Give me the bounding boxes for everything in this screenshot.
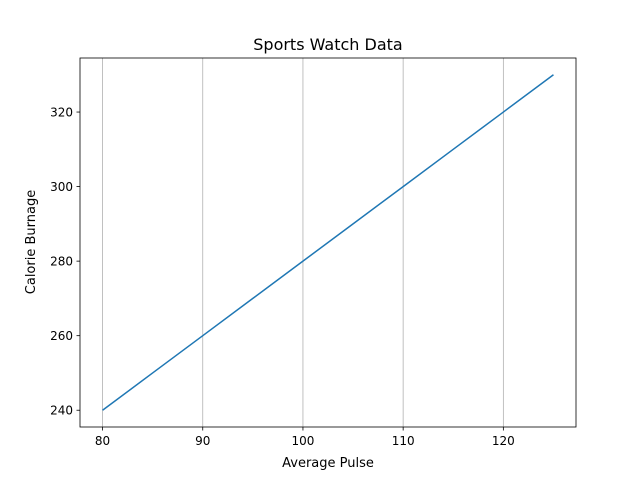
chart-title: Sports Watch Data	[253, 35, 402, 54]
grid-lines	[102, 58, 504, 427]
x-tick-label: 110	[392, 434, 415, 448]
x-tick-label: 100	[291, 434, 314, 448]
x-tick-label: 120	[492, 434, 515, 448]
x-axis-label: Average Pulse	[282, 456, 374, 471]
axes-frame	[79, 57, 577, 428]
y-tick-label: 260	[50, 329, 73, 343]
series-layer	[102, 74, 554, 411]
y-axis-ticks: 240 260 280 300 320	[50, 106, 80, 418]
x-tick-label: 90	[195, 434, 210, 448]
x-axis-ticks: 80 90 100 110 120	[95, 427, 515, 448]
x-tick-label: 80	[95, 434, 110, 448]
y-tick-label: 300	[50, 180, 73, 194]
y-axis-label: Calorie Burnage	[24, 190, 39, 294]
y-tick-label: 240	[50, 404, 73, 418]
y-tick-label: 320	[50, 106, 73, 120]
series-line	[102, 74, 554, 411]
y-tick-label: 280	[50, 255, 73, 269]
